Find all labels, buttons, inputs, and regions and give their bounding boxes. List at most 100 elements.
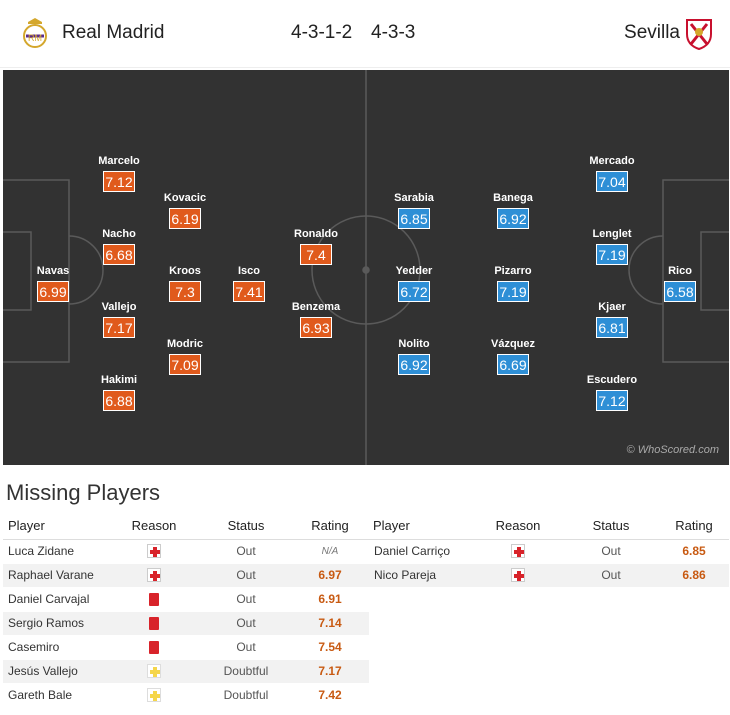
home-player-kovacic[interactable]: Kovacic 6.19 <box>145 191 225 229</box>
missing-player-name[interactable]: Jesús Vallejo <box>3 659 107 684</box>
missing-player-name[interactable]: Daniel Carriço <box>369 539 473 564</box>
player-rating: 7.09 <box>169 354 201 375</box>
sevilla-crest-icon <box>686 19 712 50</box>
away-player-escudero[interactable]: Escudero 7.12 <box>572 373 652 411</box>
missing-rating: N/A <box>291 539 369 564</box>
player-rating: 7.4 <box>300 244 332 265</box>
player-rating: 6.99 <box>37 281 69 302</box>
away-missing-table: Player Reason Status Rating Daniel Carri… <box>369 513 729 588</box>
column-header-player[interactable]: Player <box>3 513 107 540</box>
player-name: Pizarro <box>494 265 532 277</box>
player-name: Sarabia <box>394 192 434 204</box>
missing-reason <box>107 611 201 636</box>
away-player-sarabia[interactable]: Sarabia 6.85 <box>374 191 454 229</box>
missing-reason <box>473 563 563 588</box>
player-rating: 6.68 <box>103 244 135 265</box>
missing-reason <box>107 635 201 660</box>
missing-player-name[interactable]: Casemiro <box>3 635 107 660</box>
column-header-player[interactable]: Player <box>369 513 473 540</box>
home-player-modric[interactable]: Modric 7.09 <box>145 337 225 375</box>
away-player-kjaer[interactable]: Kjaer 6.81 <box>572 300 652 338</box>
away-formation: 4-3-3 <box>371 22 416 43</box>
home-player-marcelo[interactable]: Marcelo 7.12 <box>79 154 159 192</box>
missing-rating: 6.91 <box>291 587 369 612</box>
table-row: Sergio Ramos Out 7.14 <box>3 611 369 636</box>
away-player-banega[interactable]: Banega 6.92 <box>473 191 553 229</box>
player-name: Vázquez <box>490 338 535 350</box>
column-header-rating[interactable]: Rating <box>291 513 369 540</box>
missing-reason <box>473 539 563 564</box>
player-rating: 7.3 <box>169 281 201 302</box>
missing-status: Out <box>563 563 659 588</box>
missing-player-name[interactable]: Sergio Ramos <box>3 611 107 636</box>
table-row: Daniel Carvajal Out 6.91 <box>3 587 369 612</box>
doubtful-icon <box>147 664 161 679</box>
missing-player-name[interactable]: Gareth Bale <box>3 683 107 708</box>
suspension-icon <box>149 593 159 607</box>
player-rating: 7.04 <box>596 171 628 192</box>
missing-player-name[interactable]: Luca Zidane <box>3 539 107 564</box>
player-name: Banega <box>493 192 533 204</box>
player-rating: 7.19 <box>497 281 529 302</box>
home-player-nacho[interactable]: Nacho 6.68 <box>79 227 159 265</box>
away-player-lenglet[interactable]: Lenglet 7.19 <box>572 227 652 265</box>
missing-status: Out <box>201 587 291 612</box>
player-rating: 6.58 <box>664 281 696 302</box>
injury-icon <box>511 568 525 583</box>
missing-player-name[interactable]: Nico Pareja <box>369 563 473 588</box>
player-rating: 6.92 <box>497 208 529 229</box>
missing-player-name[interactable]: Daniel Carvajal <box>3 587 107 612</box>
missing-player-name[interactable]: Raphael Varane <box>3 563 107 588</box>
pitch: Navas 6.99 Marcelo 7.12 Nacho 6.68 Valle… <box>3 70 729 465</box>
away-player-vazquez[interactable]: Vázquez 6.69 <box>473 337 553 375</box>
home-team-name[interactable]: Real Madrid <box>62 22 165 43</box>
player-name: Kovacic <box>163 192 207 204</box>
real-madrid-crest-icon: RM <box>23 18 47 48</box>
player-rating: 7.12 <box>103 171 135 192</box>
away-player-rico[interactable]: Rico 6.58 <box>640 264 720 302</box>
pitch-lines <box>3 70 729 465</box>
home-player-navas[interactable]: Navas 6.99 <box>13 264 93 302</box>
missing-reason <box>107 659 201 684</box>
table-header-row: Player Reason Status Rating <box>3 513 369 540</box>
player-rating: 6.72 <box>398 281 430 302</box>
suspension-icon <box>149 641 159 655</box>
player-name: Vallejo <box>101 301 137 313</box>
column-header-rating[interactable]: Rating <box>659 513 729 540</box>
missing-status: Out <box>201 635 291 660</box>
column-header-reason[interactable]: Reason <box>107 513 201 540</box>
missing-status: Out <box>201 563 291 588</box>
column-header-status[interactable]: Status <box>201 513 291 540</box>
player-rating: 7.41 <box>233 281 265 302</box>
player-name: Yedder <box>395 265 433 277</box>
player-name: Escudero <box>586 374 638 386</box>
home-player-benzema[interactable]: Benzema 6.93 <box>276 300 356 338</box>
injury-icon <box>511 544 525 559</box>
home-player-vallejo[interactable]: Vallejo 7.17 <box>79 300 159 338</box>
table-row: Nico Pareja Out 6.86 <box>369 563 729 588</box>
player-rating: 6.88 <box>103 390 135 411</box>
player-name: Marcelo <box>98 155 140 167</box>
missing-rating: 7.54 <box>291 635 369 660</box>
home-player-isco[interactable]: Isco 7.41 <box>209 264 289 302</box>
missing-rating: 6.97 <box>291 563 369 588</box>
away-team-name[interactable]: Sevilla <box>624 22 680 43</box>
away-player-yedder[interactable]: Yedder 6.72 <box>374 264 454 302</box>
home-player-ronaldo[interactable]: Ronaldo 7.4 <box>276 227 356 265</box>
home-player-hakimi[interactable]: Hakimi 6.88 <box>79 373 159 411</box>
table-row: Daniel Carriço Out 6.85 <box>369 539 729 564</box>
player-name: Mercado <box>589 155 635 167</box>
away-player-pizarro[interactable]: Pizarro 7.19 <box>473 264 553 302</box>
away-player-nolito[interactable]: Nolito 6.92 <box>374 337 454 375</box>
player-name: Hakimi <box>100 374 138 386</box>
table-row: Raphael Varane Out 6.97 <box>3 563 369 588</box>
away-player-mercado[interactable]: Mercado 7.04 <box>572 154 652 192</box>
player-rating: 7.19 <box>596 244 628 265</box>
watermark: © WhoScored.com <box>626 444 719 456</box>
home-player-kroos[interactable]: Kroos 7.3 <box>145 264 225 302</box>
player-name: Isco <box>237 265 260 277</box>
column-header-reason[interactable]: Reason <box>473 513 563 540</box>
suspension-icon <box>149 617 159 631</box>
missing-reason <box>107 539 201 564</box>
column-header-status[interactable]: Status <box>563 513 659 540</box>
